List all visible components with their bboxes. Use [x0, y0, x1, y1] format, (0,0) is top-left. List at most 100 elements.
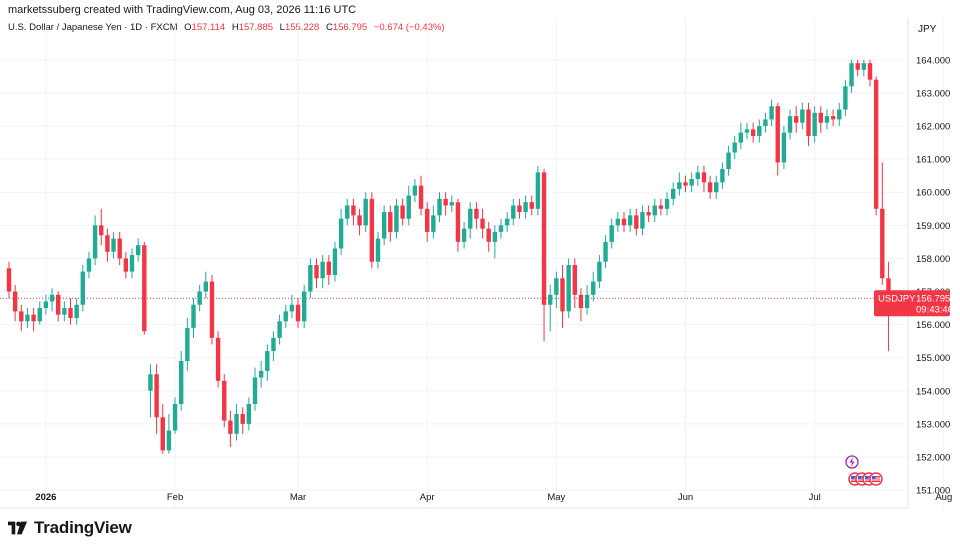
- candle-body: [302, 291, 307, 322]
- candle-body: [246, 404, 252, 424]
- time-tick-label: Jun: [678, 492, 693, 503]
- candle-body: [240, 413, 245, 424]
- candle-body: [486, 228, 491, 242]
- candle-body: [49, 294, 55, 302]
- price-tag-value: 156.795: [916, 293, 950, 304]
- candle-body: [283, 311, 288, 322]
- candle-body: [166, 430, 172, 451]
- candle-body: [351, 205, 356, 216]
- candle-body: [732, 142, 737, 153]
- candle-body: [314, 265, 319, 279]
- candle-body: [757, 126, 762, 136]
- candle-body: [6, 268, 12, 292]
- candle-body: [873, 79, 879, 209]
- event-markers[interactable]: [845, 455, 883, 486]
- candle-body: [142, 245, 147, 332]
- candle-body: [591, 281, 596, 295]
- candle-body: [92, 225, 98, 259]
- tradingview-logo[interactable]: TradingView: [8, 518, 132, 538]
- candle-body: [425, 208, 430, 232]
- candle-body: [123, 258, 129, 272]
- time-axis: 2026 Feb Mar Apr May Jun Jul Aug: [35, 492, 952, 503]
- candle-body: [418, 185, 424, 209]
- time-tick-label: 2026: [35, 492, 56, 503]
- candle-body: [129, 255, 135, 272]
- candle-body: [603, 241, 608, 262]
- candle-body: [111, 238, 116, 252]
- candle-body: [308, 265, 313, 292]
- last-price-tag[interactable]: USDJPY 156.795 09:43:46: [874, 290, 953, 317]
- candle-body: [406, 195, 411, 219]
- candle-body: [461, 228, 467, 242]
- candle-body: [572, 265, 577, 295]
- candle-body: [431, 215, 436, 232]
- price-tick-label: 162.000: [916, 122, 950, 133]
- candle-body: [763, 119, 768, 127]
- candle-body: [566, 265, 571, 312]
- candle-body: [701, 172, 707, 183]
- candle-body: [179, 361, 184, 405]
- candle-body: [880, 208, 885, 279]
- candle-body: [209, 281, 215, 338]
- candle-body: [548, 294, 553, 305]
- candle-body: [560, 278, 565, 312]
- chart-caption: marketssuberg created with TradingView.c…: [8, 4, 357, 16]
- candle-body: [326, 261, 331, 275]
- high-value: 157.885: [238, 22, 274, 33]
- candle-body: [68, 308, 73, 318]
- candle-body: [437, 198, 442, 216]
- candle-body: [541, 172, 547, 305]
- candle-body: [609, 225, 614, 242]
- candle-body: [148, 374, 153, 391]
- candle-body: [388, 212, 393, 232]
- open-value: 157.114: [191, 22, 226, 33]
- candle-body: [800, 109, 805, 123]
- candle-body: [886, 278, 891, 295]
- candle-body: [615, 218, 621, 226]
- candle-body: [135, 245, 141, 256]
- candle-body: [517, 205, 522, 213]
- candle-body: [535, 172, 541, 209]
- price-tick-label: 159.000: [916, 221, 950, 232]
- price-tick-label: 152.000: [916, 452, 950, 463]
- candle-body: [37, 308, 42, 322]
- tradingview-logo-text: TradingView: [34, 518, 132, 537]
- candle-body: [203, 281, 208, 292]
- price-tick-label: 164.000: [916, 55, 950, 66]
- candle-body: [443, 198, 448, 206]
- candle-body: [160, 417, 165, 451]
- symbol-title: U.S. Dollar / Japanese Yen · 1D · FXCM: [8, 22, 178, 33]
- candle-body: [849, 63, 854, 87]
- candle-body: [357, 215, 362, 226]
- candle-body: [369, 198, 375, 262]
- high-label: H: [231, 22, 239, 33]
- candle-body: [627, 215, 633, 226]
- candle-body: [449, 202, 454, 206]
- time-tick-label: Aug: [935, 492, 952, 503]
- candle-body: [689, 178, 694, 186]
- price-tag-background: [874, 290, 950, 317]
- candle-body: [80, 271, 85, 305]
- candle-body: [375, 238, 381, 262]
- candle-body: [652, 205, 657, 216]
- candle-body: [511, 205, 516, 219]
- symbol-legend: U.S. Dollar / Japanese Yen · 1D · FXCM O…: [8, 22, 445, 33]
- candle-body: [787, 116, 793, 133]
- candle-body: [154, 374, 159, 418]
- candle-body: [861, 63, 867, 70]
- price-tag-symbol: USDJPY: [878, 293, 916, 304]
- candle-body: [523, 202, 528, 213]
- candle-body: [504, 218, 510, 226]
- candle-body: [769, 106, 774, 120]
- candle-body: [867, 63, 873, 80]
- candle-body: [621, 218, 627, 226]
- candle-body: [265, 351, 270, 371]
- chart-grid: [0, 18, 945, 508]
- time-tick-label: May: [547, 492, 565, 503]
- candle-body: [529, 202, 534, 209]
- candle-body: [215, 337, 221, 381]
- candle-body: [578, 294, 584, 309]
- candle-body: [726, 152, 731, 170]
- candle-body: [172, 404, 178, 431]
